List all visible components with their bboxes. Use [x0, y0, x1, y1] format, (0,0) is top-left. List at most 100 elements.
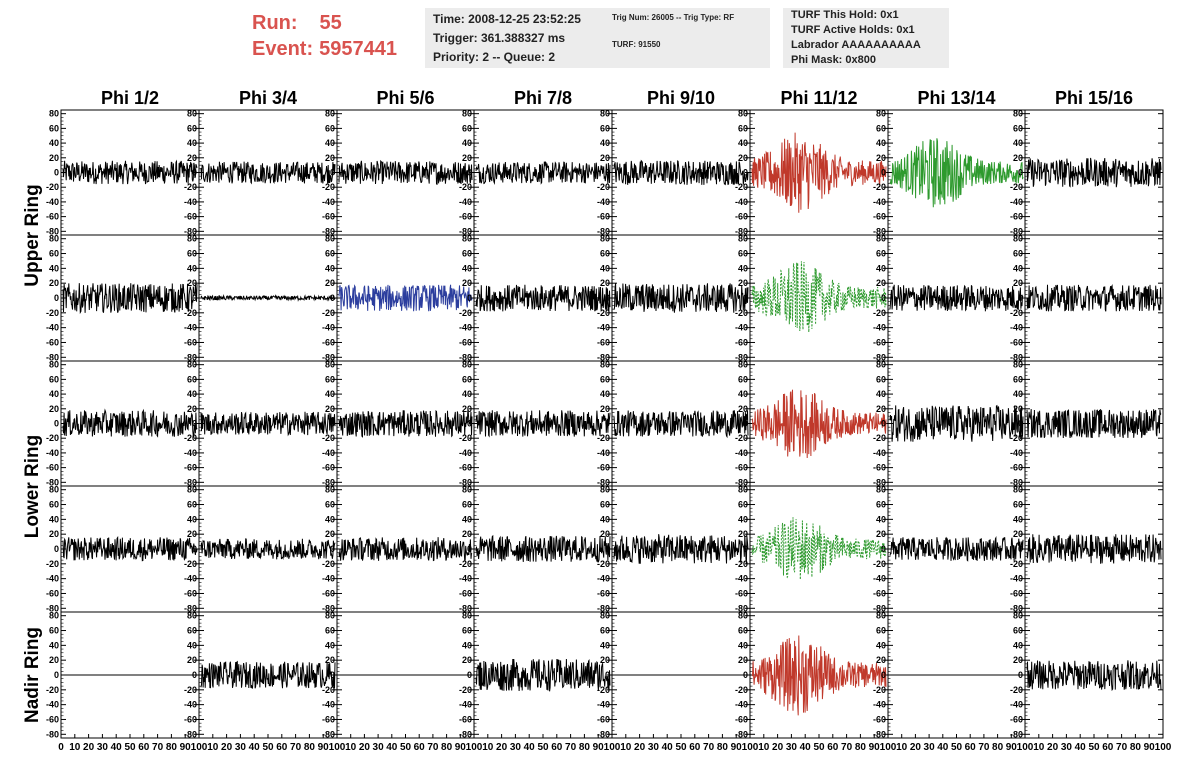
waveform-trace [889, 284, 1024, 312]
y-tick-label: 0 [54, 544, 59, 554]
y-tick-label: 0 [605, 293, 610, 303]
ring-label: Nadir Ring [22, 627, 43, 723]
y-tick-label: -80 [735, 603, 748, 613]
y-tick-label: -80 [1010, 729, 1023, 739]
y-tick-label: 40 [1013, 389, 1023, 399]
y-tick-label: 0 [467, 419, 472, 429]
y-tick-label: 80 [876, 234, 886, 244]
y-tick-label: -20 [873, 685, 886, 695]
y-tick-label: 20 [1013, 278, 1023, 288]
y-tick-label: 40 [325, 263, 335, 273]
y-tick-label: -60 [597, 463, 610, 473]
x-tick-label: 40 [1075, 742, 1087, 753]
y-tick-label: 40 [600, 138, 610, 148]
y-tick-label: -20 [597, 559, 610, 569]
y-tick-label: -20 [459, 685, 472, 695]
x-tick-label: 10 [69, 742, 81, 753]
column-title: Phi 13/14 [917, 88, 995, 108]
waveform-trace [475, 658, 611, 692]
x-tick-label: 70 [1116, 742, 1128, 753]
y-tick-label: 0 [605, 670, 610, 680]
x-tick-label: 80 [855, 742, 867, 753]
y-tick-label: -40 [1010, 574, 1023, 584]
y-tick-label: 80 [187, 360, 197, 370]
y-tick-label: -40 [735, 700, 748, 710]
x-tick-label: 80 [579, 742, 591, 753]
turf-active-holds-text: TURF Active Holds: 0x1 [791, 24, 915, 36]
x-tick-label: 80 [1130, 742, 1142, 753]
column-title: Phi 11/12 [780, 88, 857, 108]
y-tick-label: -40 [597, 448, 610, 458]
y-tick-label: -80 [735, 729, 748, 739]
y-tick-label: -40 [1010, 323, 1023, 333]
y-tick-label: -80 [873, 729, 886, 739]
phi-mask-text: Phi Mask: 0x800 [791, 54, 876, 66]
x-tick-label: 30 [786, 742, 798, 753]
y-tick-label: -60 [322, 463, 335, 473]
y-tick-label: -20 [735, 685, 748, 695]
x-tick-label: 50 [951, 742, 963, 753]
y-tick-label: 60 [1013, 249, 1023, 259]
y-tick-label: 60 [325, 374, 335, 384]
waveform-trace [1026, 409, 1162, 439]
y-tick-label: 20 [876, 153, 886, 163]
y-tick-label: -20 [597, 182, 610, 192]
waveform-trace [475, 284, 611, 312]
y-tick-label: 40 [600, 389, 610, 399]
y-tick-label: -60 [873, 463, 886, 473]
y-tick-label: 40 [49, 138, 59, 148]
x-tick-label: 20 [83, 742, 95, 753]
y-tick-label: 60 [1013, 374, 1023, 384]
y-tick-label: -60 [597, 337, 610, 347]
x-tick-label: 10 [482, 742, 494, 753]
y-tick-label: 0 [881, 670, 886, 680]
y-tick-label: -80 [597, 352, 610, 362]
y-tick-label: -20 [459, 433, 472, 443]
y-tick-label: -60 [597, 714, 610, 724]
y-tick-label: 80 [49, 611, 59, 621]
y-tick-label: 80 [325, 360, 335, 370]
y-tick-label: 80 [876, 611, 886, 621]
x-tick-label: 50 [813, 742, 825, 753]
y-tick-label: -80 [46, 729, 59, 739]
y-tick-label: 40 [462, 263, 472, 273]
turf-text: TURF: 91550 [612, 40, 661, 49]
y-tick-label: 0 [881, 419, 886, 429]
waveform-trace [1026, 534, 1162, 564]
y-tick-label: -80 [459, 729, 472, 739]
y-tick-label: 20 [49, 153, 59, 163]
y-tick-label: -20 [322, 559, 335, 569]
y-tick-label: -60 [597, 212, 610, 222]
y-tick-label: 20 [49, 278, 59, 288]
x-tick-label: 30 [924, 742, 936, 753]
x-tick-label: 10 [207, 742, 219, 753]
y-tick-label: 20 [876, 529, 886, 539]
x-tick-label: 90 [731, 742, 743, 753]
trig-info-box: Trig Num: 26005 -- Trig Type: RF TURF: 9… [604, 8, 770, 68]
panel-frame [749, 234, 889, 362]
y-tick-label: 0 [330, 419, 335, 429]
y-tick-label: 0 [1018, 293, 1023, 303]
y-tick-label: 60 [187, 500, 197, 510]
y-tick-label: 20 [325, 529, 335, 539]
y-tick-label: -80 [459, 477, 472, 487]
y-tick-label: -60 [46, 463, 59, 473]
y-tick-label: -40 [873, 574, 886, 584]
y-tick-label: -60 [873, 337, 886, 347]
y-tick-label: 40 [325, 138, 335, 148]
y-tick-label: 40 [187, 389, 197, 399]
y-tick-label: -60 [46, 588, 59, 598]
y-tick-label: 0 [54, 293, 59, 303]
waveform-trace [475, 161, 611, 185]
y-tick-label: -20 [46, 182, 59, 192]
y-tick-label: 40 [876, 263, 886, 273]
y-tick-label: -40 [1010, 197, 1023, 207]
y-tick-label: -60 [1010, 463, 1023, 473]
y-tick-label: -40 [46, 700, 59, 710]
x-tick-label: 0 [58, 742, 64, 753]
y-tick-label: -60 [184, 337, 197, 347]
y-tick-label: -60 [322, 337, 335, 347]
y-tick-label: 60 [49, 500, 59, 510]
x-tick-label: 100 [742, 742, 759, 753]
y-tick-label: -80 [873, 603, 886, 613]
